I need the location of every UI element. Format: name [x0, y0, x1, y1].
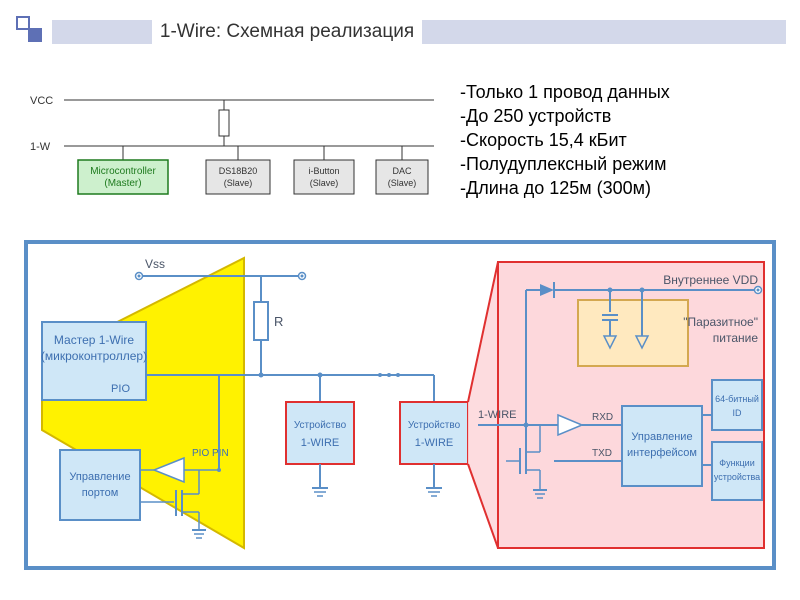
fact-item: Длина до 125м (300м) [460, 176, 670, 200]
one-wire-label: 1-WIRE [478, 409, 517, 421]
svg-text:Microcontroller: Microcontroller [90, 166, 156, 177]
txd-label: TXD [592, 448, 612, 459]
svg-text:интерфейсом: интерфейсом [627, 447, 697, 459]
svg-text:PIO: PIO [111, 383, 130, 395]
vcc-label: VCC [30, 95, 53, 107]
interface-mgmt-box: Управление интерфейсом [622, 406, 702, 486]
svg-text:портом: портом [82, 487, 119, 499]
wire-label: 1-W [30, 141, 51, 153]
svg-text:Устройство: Устройство [408, 420, 461, 431]
svg-text:(Master): (Master) [104, 178, 141, 189]
resistor-label: R [274, 314, 283, 329]
svg-text:DAC: DAC [392, 166, 412, 176]
master-box: Мастер 1-Wire (микроконтроллер) PIO [41, 322, 147, 400]
fact-item: Только 1 провод данных [460, 80, 670, 104]
functions-box: Функции устройства [702, 442, 762, 500]
vss-label: Vss [145, 257, 165, 271]
svg-text:i-Button: i-Button [308, 166, 339, 176]
rxd-label: RXD [592, 412, 613, 423]
upper-box-master: Microcontroller (Master) [78, 146, 168, 194]
accent-square-2 [28, 28, 42, 42]
svg-text:Управление: Управление [631, 431, 692, 443]
id64-box: 64-битный ID [702, 380, 762, 430]
lower-diagram: Vss Мастер 1-Wire (микроконтроллер) PIO … [24, 240, 776, 570]
title-bar-left [52, 20, 152, 44]
svg-text:(Slave): (Slave) [388, 178, 417, 188]
fact-item: Скорость 15,4 кБит [460, 128, 670, 152]
upper-box-ibutton: i-Button (Slave) [294, 146, 354, 194]
svg-text:Устройство: Устройство [294, 420, 347, 431]
svg-text:Функции: Функции [719, 458, 754, 468]
internal-vdd-label: Внутреннее VDD [663, 273, 758, 287]
title-bar-right [422, 20, 786, 44]
pio-pin-label: PIO PIN [192, 448, 229, 459]
svg-text:(микроконтроллер): (микроконтроллер) [41, 349, 147, 363]
upper-box-dac: DAC (Slave) [376, 146, 428, 194]
svg-text:Управление: Управление [69, 471, 130, 483]
upper-box-ds18b20: DS18B20 (Slave) [206, 146, 270, 194]
svg-text:ID: ID [733, 408, 743, 418]
svg-text:64-битный: 64-битный [715, 394, 759, 404]
fact-item: Полудуплексный режим [460, 152, 670, 176]
page-title: 1-Wire: Схемная реализация [158, 20, 416, 44]
slide: 1-Wire: Схемная реализация VCC 1-W Micro… [0, 0, 800, 600]
svg-text:(Slave): (Slave) [310, 178, 339, 188]
svg-text:питание: питание [713, 331, 759, 345]
upper-diagram: VCC 1-W Microcontroller (Master) DS18B20… [24, 82, 444, 202]
svg-text:1-WIRE: 1-WIRE [301, 437, 340, 449]
svg-text:(Slave): (Slave) [224, 178, 253, 188]
title-bar: 1-Wire: Схемная реализация [0, 14, 800, 50]
svg-text:устройства: устройства [714, 472, 760, 482]
fact-item: До 250 устройств [460, 104, 670, 128]
svg-text:1-WIRE: 1-WIRE [415, 437, 454, 449]
svg-text:Мастер 1-Wire: Мастер 1-Wire [54, 333, 135, 347]
facts-list: Только 1 провод данных До 250 устройств … [460, 80, 670, 200]
svg-text:"Паразитное": "Паразитное" [683, 315, 758, 329]
svg-text:DS18B20: DS18B20 [219, 166, 258, 176]
